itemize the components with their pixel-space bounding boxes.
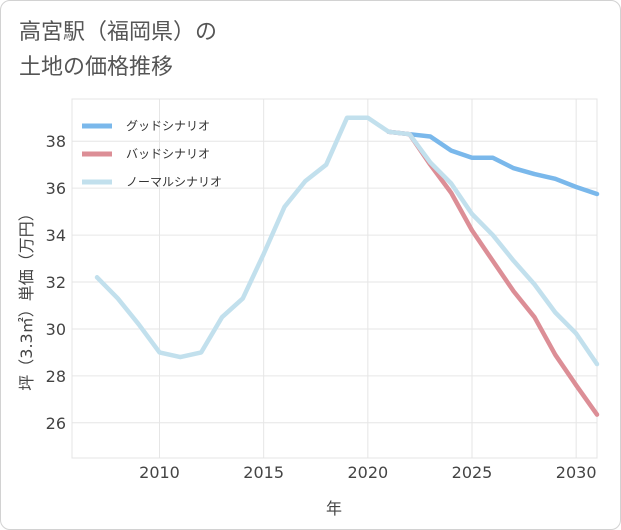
- legend-label-0: グッドシナリオ: [126, 119, 210, 133]
- y-axis-title: 坪（3.3㎡）単価（万円）: [17, 205, 36, 390]
- plot-area-border: [71, 98, 598, 459]
- y-tick-label: 38: [46, 132, 66, 151]
- legend-label-1: バッドシナリオ: [126, 147, 210, 161]
- chart-title-line1: 高宮駅（福岡県）の: [19, 20, 218, 45]
- chart-title-line2: 土地の価格推移: [19, 55, 174, 80]
- chart-title: 高宮駅（福岡県）の 土地の価格推移: [19, 15, 579, 85]
- x-axis-title: 年: [326, 499, 342, 518]
- series-line-0: [386, 129, 600, 197]
- y-tick-label: 30: [46, 320, 66, 339]
- grid-lines: [72, 99, 597, 458]
- y-tick-label: 36: [46, 179, 66, 198]
- y-tick-label: 26: [46, 414, 66, 433]
- y-tick-label: 28: [46, 367, 66, 386]
- series-lines: [94, 115, 600, 417]
- x-tick-label: 2030: [556, 463, 597, 482]
- series-line-1: [386, 129, 600, 417]
- series-line-2: [94, 115, 600, 367]
- axis-ticks: 26 28 30 32 34 36 38 2010 2015 2020 2025 2030: [46, 132, 597, 482]
- x-tick-label: 2025: [452, 463, 493, 482]
- y-tick-label: 34: [46, 226, 66, 245]
- x-tick-label: 2015: [243, 463, 284, 482]
- x-tick-label: 2010: [139, 463, 180, 482]
- y-tick-label: 32: [46, 273, 66, 292]
- x-tick-label: 2020: [347, 463, 388, 482]
- legend-label-2: ノーマルシナリオ: [126, 175, 222, 189]
